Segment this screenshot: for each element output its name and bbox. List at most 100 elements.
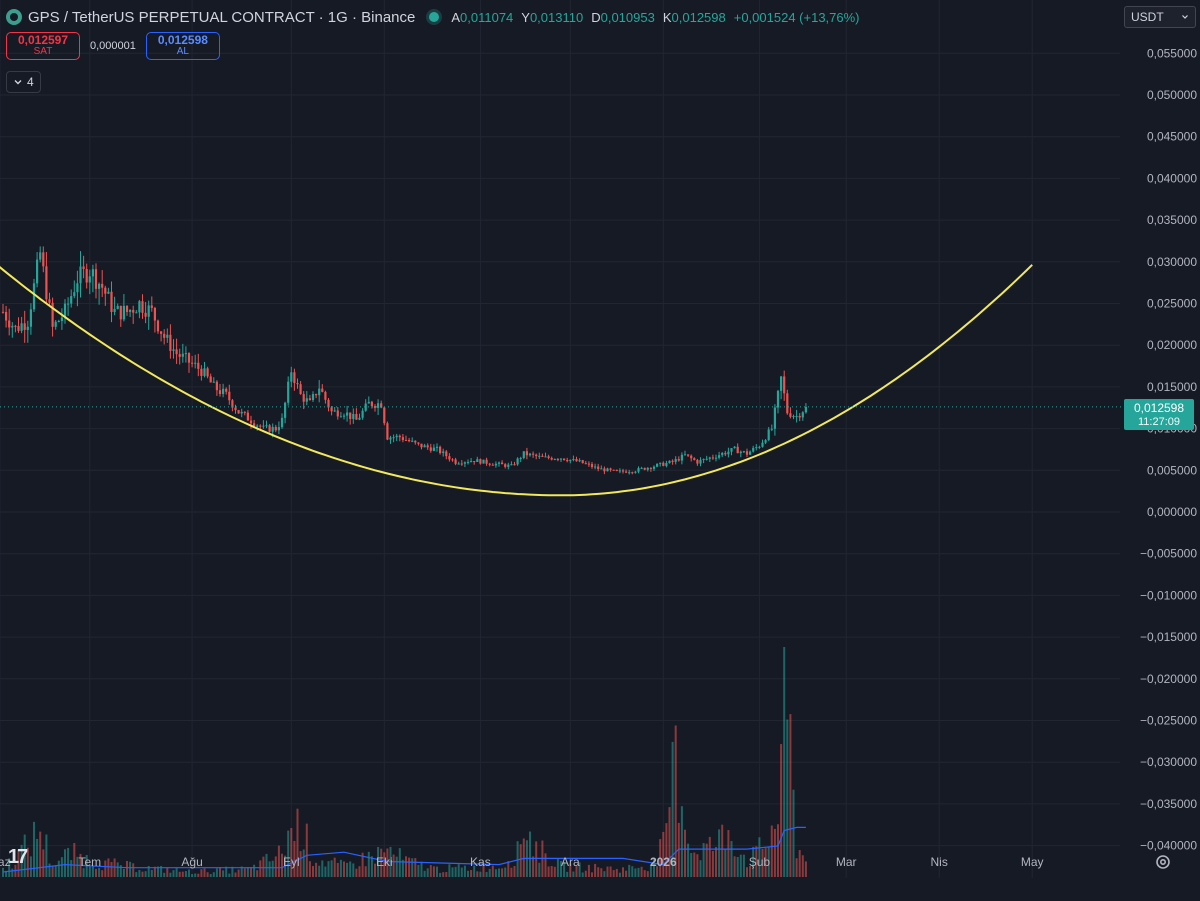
- candle-body: [507, 464, 510, 467]
- volume-bar: [699, 860, 702, 877]
- volume-bar: [184, 870, 187, 877]
- volume-bar: [439, 872, 442, 877]
- volume-bar: [792, 789, 795, 877]
- candle-body: [42, 252, 45, 267]
- volume-ma-line: [2, 826, 806, 873]
- candle-body: [166, 334, 169, 338]
- candle-body: [417, 442, 420, 444]
- volume-bar: [147, 865, 150, 877]
- candle-body: [739, 451, 742, 454]
- candle-body: [262, 425, 265, 427]
- volume-bar: [380, 848, 383, 877]
- candle-body: [299, 384, 302, 395]
- candle-body: [575, 458, 578, 462]
- candle-body: [569, 459, 572, 462]
- volume-bar: [253, 864, 256, 877]
- candle-body: [333, 410, 336, 412]
- candle-body: [687, 454, 690, 456]
- candle-body: [640, 467, 643, 469]
- volume-bar: [764, 848, 767, 877]
- price-tick-label: 0,055000: [1147, 46, 1197, 60]
- candle-body: [671, 460, 674, 462]
- volume-bar: [485, 872, 488, 877]
- chart-grid: [0, 0, 1120, 878]
- candle-body: [519, 457, 522, 459]
- volume-bar: [538, 862, 541, 877]
- candle-body: [674, 459, 677, 462]
- volume-bar: [705, 843, 708, 877]
- rounding-bottom-curve[interactable]: [0, 249, 1033, 497]
- volume-bar: [718, 829, 721, 877]
- last-price-label: 0,012598 11:27:09: [1124, 399, 1194, 430]
- candle-body: [559, 458, 563, 460]
- volume-bar: [333, 857, 336, 877]
- volume-bar: [637, 867, 640, 877]
- volume-bar: [126, 860, 128, 877]
- volume-bar: [153, 866, 156, 877]
- candle-body: [776, 390, 780, 408]
- time-axis[interactable]: Haz Tem Ağu Eyl Eki Kas Ara 2026 Şub Mar Nis May: [0, 855, 1044, 869]
- candle-body: [649, 467, 652, 469]
- volume-bar: [786, 719, 789, 877]
- volume-bar: [671, 741, 674, 877]
- buy-button[interactable]: 0,012598 AL: [145, 32, 220, 60]
- candle-body: [572, 458, 575, 460]
- candle-body: [240, 411, 243, 414]
- gear-icon[interactable]: [1154, 853, 1172, 871]
- volume-bar: [795, 858, 798, 877]
- volume-bar: [519, 844, 522, 877]
- volume-bar: [228, 873, 231, 877]
- volume-bar: [57, 860, 60, 877]
- candle-body: [625, 471, 628, 473]
- candle-body: [404, 439, 408, 441]
- candle-body: [280, 417, 284, 428]
- volume-bar: [98, 867, 101, 877]
- volume-bar: [656, 866, 659, 877]
- tradingview-logo-icon[interactable]: 17: [8, 846, 28, 868]
- symbol-title[interactable]: GPS / TetherUS PERPETUAL CONTRACT · 1G ·…: [28, 8, 416, 26]
- candle-body: [457, 463, 460, 465]
- volume-bar: [529, 831, 531, 877]
- price-axis[interactable]: 0,055000 0,050000 0,045000 0,040000 0,035000…: [1140, 46, 1197, 852]
- volume-bar: [209, 874, 212, 877]
- candle-body: [129, 309, 132, 312]
- candle-body: [510, 464, 513, 466]
- candle-body: [8, 320, 11, 328]
- sell-button[interactable]: 0,012597 SAT: [6, 32, 80, 60]
- candle-body: [358, 417, 361, 420]
- volume-bar: [442, 872, 445, 877]
- price-tick-label: 0,005000: [1147, 463, 1197, 477]
- volume-bar: [721, 824, 724, 877]
- candle-body: [758, 446, 761, 448]
- candle-body: [491, 464, 494, 466]
- volume-bar: [374, 863, 376, 877]
- candle-body: [200, 368, 203, 376]
- close-key: K: [662, 9, 672, 25]
- volume-bar: [606, 866, 609, 877]
- volume-bar: [653, 858, 655, 877]
- candle-body: [770, 428, 773, 430]
- currency-value: USDT: [1131, 10, 1164, 24]
- indicators-toggle-button[interactable]: 4: [6, 71, 41, 93]
- volume-bar: [352, 863, 355, 877]
- currency-select[interactable]: USDT: [1124, 6, 1196, 28]
- volume-bar: [274, 856, 277, 877]
- open-key: A: [451, 9, 461, 25]
- volume-bar: [668, 807, 671, 877]
- candle-body: [783, 376, 786, 394]
- candle-body: [274, 426, 277, 431]
- candle-body: [67, 303, 70, 305]
- volume-bar: [752, 846, 755, 877]
- volume-bar: [82, 868, 85, 877]
- volume-bar: [39, 831, 42, 877]
- candle-body: [85, 269, 88, 283]
- volume-bar: [268, 861, 271, 877]
- candle-body: [23, 323, 26, 330]
- volume-bar: [690, 852, 693, 877]
- candle-body: [147, 305, 150, 317]
- volume-bar: [411, 858, 414, 877]
- volume-bar: [42, 849, 45, 877]
- candle-body: [516, 458, 519, 465]
- candle-body: [656, 463, 659, 467]
